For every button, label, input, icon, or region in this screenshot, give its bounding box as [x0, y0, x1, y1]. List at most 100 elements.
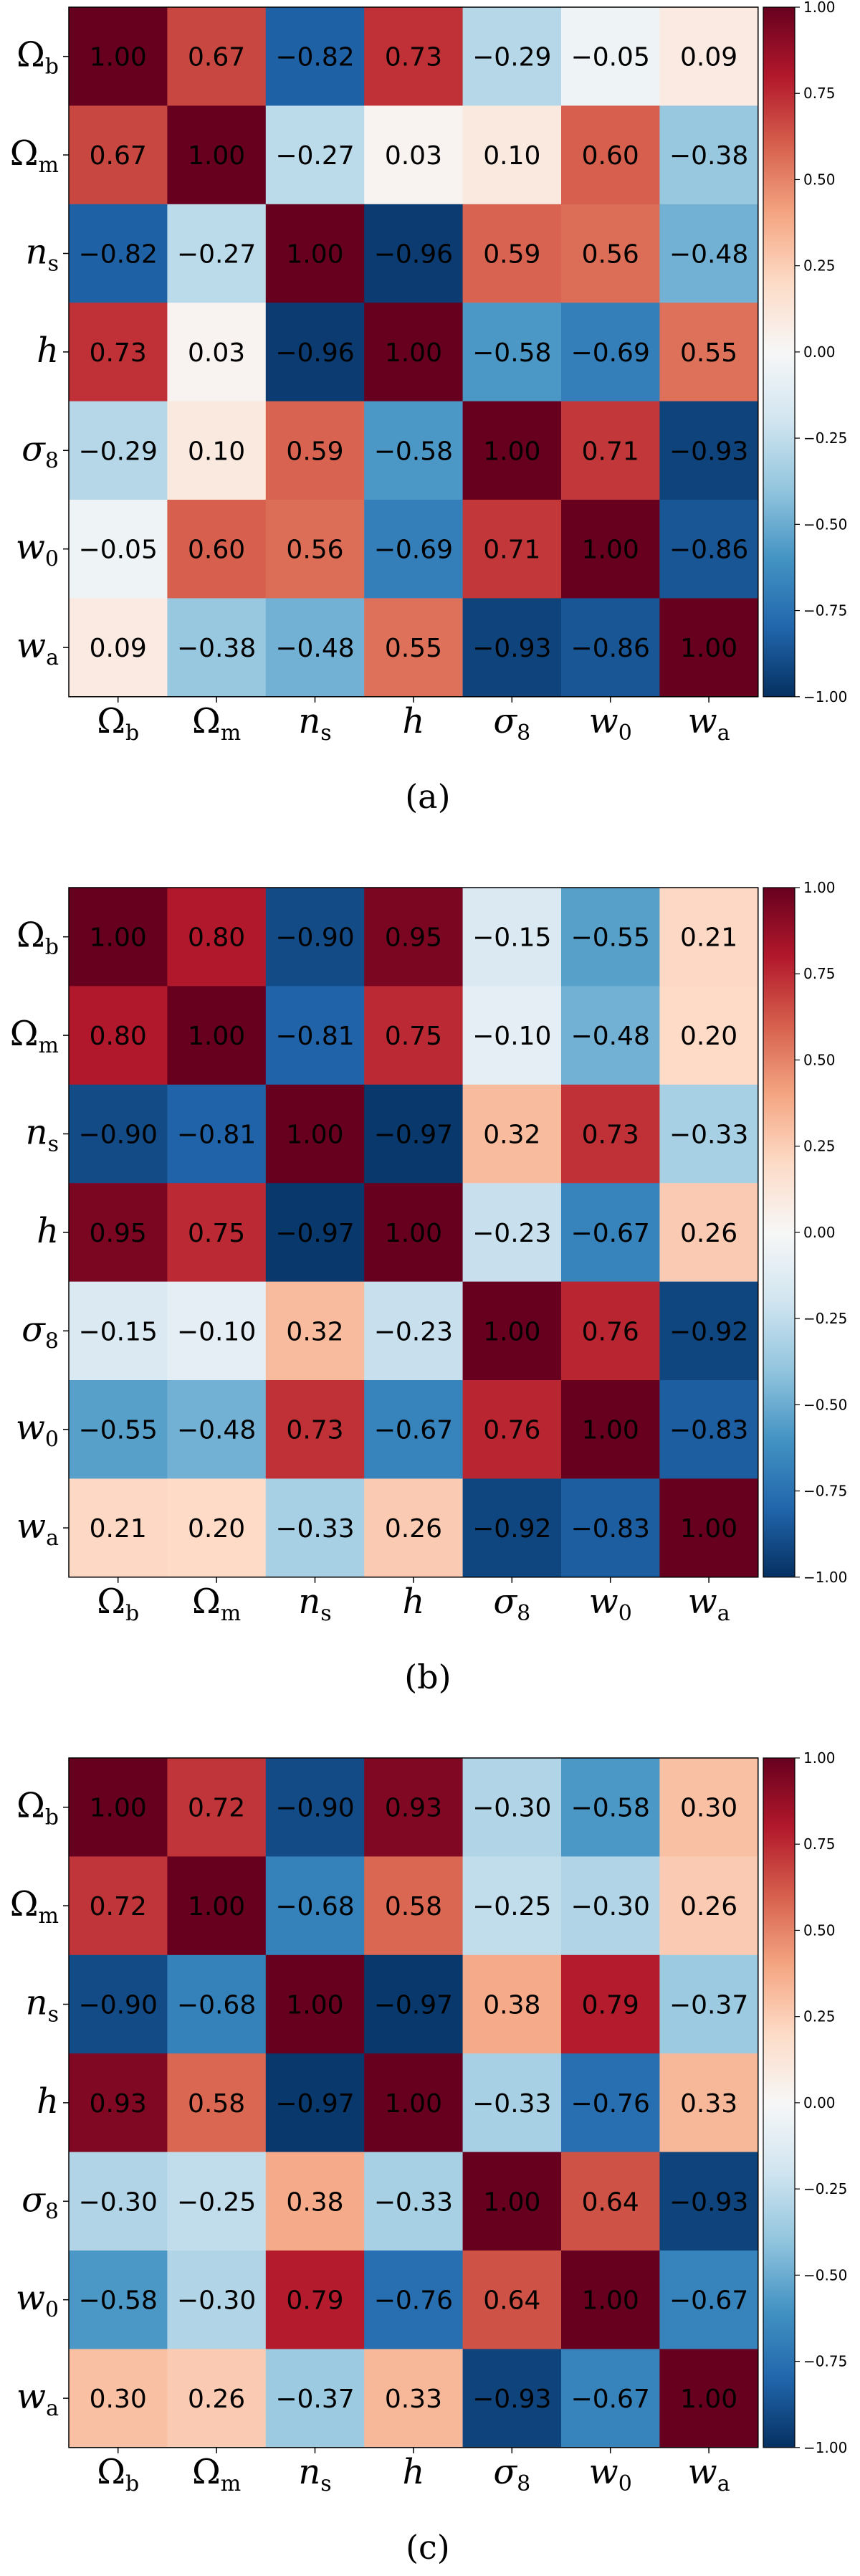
cell-label: 1.00 [385, 2089, 442, 2119]
cell-label: −0.30 [472, 1794, 551, 1823]
heatmap-cell [69, 2349, 168, 2448]
heatmap-cell [462, 1856, 562, 1956]
cell-label: −0.86 [571, 634, 650, 663]
colorbar-tick-label: −0.75 [803, 1483, 847, 1500]
cell-label: 0.79 [286, 2286, 343, 2316]
cell-label: 0.33 [385, 2385, 442, 2414]
heatmap-cell [167, 1478, 267, 1578]
heatmap-cell [265, 2349, 365, 2448]
heatmap-cell [167, 1183, 267, 1283]
heatmap-cell [167, 1084, 267, 1184]
x-tick-label: Ωb [97, 1582, 139, 1626]
heatmap-panel-2: 1.00 0.80 −0.90 0.95 −0.15 −0.55 0.210.80 1.00−… [10, 879, 848, 1696]
cell-label: 1.00 [90, 43, 147, 72]
cell-label: 0.32 [483, 1121, 540, 1150]
x-tick-label: σ8 [493, 1582, 530, 1626]
y-tick-label: Ωb [16, 35, 59, 80]
heatmap-cell [167, 1281, 267, 1381]
heatmap-cell [561, 1084, 660, 1184]
heatmap-cell [462, 1084, 562, 1184]
x-tick-label: wa [688, 701, 730, 746]
cell-label: −0.30 [571, 1892, 650, 1921]
heatmap-cell [462, 401, 562, 500]
cell-label: 0.59 [483, 240, 540, 270]
cell-label: 0.75 [188, 1219, 245, 1248]
y-tick-label: w0 [16, 2278, 59, 2323]
x-tick-label: h [402, 701, 424, 741]
y-tick-label: Ωm [10, 1884, 59, 1929]
cell-label: 1.00 [680, 1514, 737, 1544]
x-tick-label: Ωb [97, 701, 139, 746]
heatmap-cell [561, 1281, 660, 1381]
heatmap-cell [69, 1084, 168, 1184]
heatmap-cell [659, 401, 759, 500]
heatmap-cell [167, 2152, 267, 2251]
heatmap-cell [462, 2053, 562, 2153]
cell-label: 0.72 [90, 1892, 147, 1921]
cell-label: 0.60 [188, 536, 245, 565]
heatmap-cell [69, 1856, 168, 1956]
cell-label: −0.93 [472, 634, 551, 663]
heatmap-cell [659, 500, 759, 599]
heatmap-cell [561, 1954, 660, 2054]
cell-label: −0.67 [571, 2385, 650, 2414]
colorbar-tick-label: −0.50 [803, 1396, 847, 1413]
cell-label: 0.33 [680, 2089, 737, 2119]
y-tick-label: wa [16, 626, 59, 670]
cell-label: 0.55 [680, 338, 737, 368]
heatmap-cell [69, 1281, 168, 1381]
heatmap-cell [659, 204, 759, 303]
colorbar-tick-label: −1.00 [803, 2439, 847, 2456]
heatmap-cell [462, 598, 562, 698]
heatmap-cell [561, 1183, 660, 1283]
cell-label: 0.21 [680, 923, 737, 953]
heatmap-cell [364, 1856, 464, 1956]
cell-label: 0.58 [385, 1892, 442, 1921]
cell-label: 1.00 [582, 536, 639, 565]
cell-label: 0.26 [188, 2385, 245, 2414]
x-tick-label: σ8 [493, 701, 530, 746]
colorbar [763, 1757, 796, 2448]
colorbar-tick-label: 0.00 [803, 2094, 836, 2111]
heatmap-cell [265, 7, 365, 106]
x-tick-label: wa [688, 1582, 730, 1626]
heatmap-cell [167, 2053, 267, 2153]
heatmap-cell [462, 1954, 562, 2054]
cell-label: 0.67 [188, 43, 245, 72]
cell-label: −0.48 [669, 240, 748, 270]
cell-label: 0.26 [680, 1219, 737, 1248]
heatmap-cell [265, 1954, 365, 2054]
cell-label: 0.75 [385, 1022, 442, 1051]
y-tick-label: h [37, 1211, 59, 1251]
cell-label: 1.00 [286, 240, 343, 270]
panel-caption: (b) [404, 1658, 451, 1696]
cell-label: −0.96 [275, 338, 354, 368]
heatmap-cell [659, 2053, 759, 2153]
heatmap-cell [69, 2152, 168, 2251]
cell-label: 0.10 [188, 437, 245, 466]
cell-label: −0.55 [79, 1416, 158, 1445]
heatmap-cell [364, 500, 464, 599]
x-tick-label: wa [688, 2452, 730, 2496]
colorbar-tick-label: 0.50 [803, 1921, 836, 1939]
cell-label: 0.30 [680, 1794, 737, 1823]
heatmap-cell [462, 303, 562, 402]
heatmap-cell [265, 1478, 365, 1578]
cell-label: 0.67 [90, 141, 147, 171]
cell-label: 1.00 [483, 1317, 540, 1346]
cell-label: 0.80 [188, 923, 245, 953]
heatmap-cell [364, 986, 464, 1085]
heatmap-cell [69, 1758, 168, 1857]
heatmap-cell [167, 401, 267, 500]
heatmap-cell [561, 105, 660, 205]
cell-label: 0.95 [385, 923, 442, 953]
cell-label: −0.93 [669, 437, 748, 466]
cell-label: −0.93 [472, 2385, 551, 2414]
cell-label: −0.37 [669, 1991, 748, 2020]
heatmap-cell [265, 105, 365, 205]
x-tick-label: h [402, 2452, 424, 2492]
heatmap-panel-3: 1.00 0.72 −0.90 0.93 −0.30 −0.58 0.300.72 1.00−… [10, 1749, 848, 2567]
heatmap-cell [659, 1856, 759, 1956]
colorbar [763, 6, 796, 698]
